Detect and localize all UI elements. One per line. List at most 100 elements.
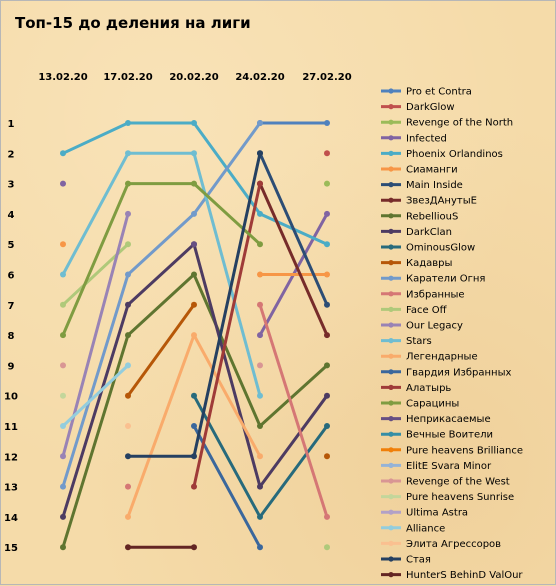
legend-entry: Кадавры bbox=[406, 258, 452, 269]
data-point bbox=[324, 423, 330, 429]
legend-marker bbox=[388, 306, 394, 312]
data-point bbox=[324, 332, 330, 339]
data-point bbox=[257, 180, 263, 187]
data-point bbox=[125, 301, 131, 308]
data-point bbox=[60, 180, 66, 187]
legend-entry: OminousGlow bbox=[406, 243, 475, 254]
data-point bbox=[125, 513, 131, 520]
legend-marker bbox=[388, 275, 394, 281]
legend-entry: Phoenix Orlandinos bbox=[406, 149, 503, 160]
data-point bbox=[60, 453, 66, 460]
data-point bbox=[257, 241, 263, 248]
x-tick-label: 27.02.20 bbox=[302, 72, 351, 83]
data-point bbox=[257, 453, 263, 460]
data-point bbox=[324, 453, 330, 460]
legend-entry: Infected bbox=[406, 133, 447, 144]
data-point bbox=[191, 483, 197, 490]
data-point bbox=[257, 120, 263, 126]
legend-marker bbox=[388, 135, 394, 141]
legend-entry: Ultima Astra bbox=[406, 508, 468, 519]
legend-entry: Неприкасаемые bbox=[406, 414, 491, 425]
legend-entry: DarkGlow bbox=[406, 102, 455, 113]
data-point bbox=[191, 332, 197, 339]
data-point bbox=[191, 120, 197, 126]
legend-entry: Stars bbox=[406, 336, 432, 347]
legend-marker bbox=[388, 119, 394, 125]
data-point bbox=[257, 332, 263, 339]
data-point bbox=[125, 271, 131, 278]
data-point bbox=[60, 483, 66, 490]
legend-entry: RebelliouS bbox=[406, 211, 458, 222]
data-point bbox=[125, 483, 131, 490]
legend-entry: Алатырь bbox=[406, 383, 451, 394]
legend-marker bbox=[388, 478, 394, 484]
y-tick-label: 12 bbox=[4, 452, 18, 463]
data-point bbox=[324, 271, 330, 278]
data-point bbox=[60, 362, 66, 369]
legend-entry: Our Legacy bbox=[406, 321, 463, 332]
data-point bbox=[125, 544, 131, 551]
y-tick-label: 11 bbox=[4, 422, 18, 433]
data-point bbox=[191, 271, 197, 278]
data-point bbox=[125, 150, 131, 157]
legend-marker bbox=[388, 416, 394, 422]
data-point bbox=[257, 150, 263, 157]
legend-marker bbox=[388, 322, 394, 328]
data-point bbox=[257, 423, 263, 429]
data-point bbox=[191, 150, 197, 157]
legend-entry: Pure heavens Brilliance bbox=[406, 445, 523, 456]
legend-marker bbox=[388, 494, 394, 500]
y-tick-label: 14 bbox=[4, 513, 18, 524]
legend-marker bbox=[388, 104, 394, 110]
data-point bbox=[324, 120, 330, 126]
data-point bbox=[60, 150, 66, 157]
y-tick-label: 6 bbox=[8, 271, 15, 282]
series-lines bbox=[61, 121, 329, 549]
y-tick-label: 3 bbox=[8, 180, 15, 191]
legend-marker bbox=[388, 182, 394, 188]
data-point bbox=[324, 241, 330, 248]
legend-marker bbox=[388, 572, 394, 578]
series-line bbox=[258, 303, 329, 519]
data-point bbox=[324, 150, 330, 157]
legend-marker bbox=[388, 260, 394, 266]
legend-marker bbox=[388, 150, 394, 156]
data-point bbox=[324, 513, 330, 520]
data-point bbox=[324, 210, 330, 217]
data-point bbox=[191, 423, 197, 429]
legend-entry: Сарацины bbox=[406, 399, 459, 410]
data-point bbox=[191, 453, 197, 460]
y-tick-label: 7 bbox=[8, 301, 15, 312]
data-point bbox=[191, 544, 197, 551]
data-point bbox=[60, 423, 66, 429]
legend-entry: HunterS BehinD ValOur bbox=[406, 570, 523, 581]
x-tick-label: 24.02.20 bbox=[235, 72, 284, 83]
data-point bbox=[125, 423, 131, 429]
legend-marker bbox=[388, 400, 394, 406]
legend-entry: Гвардия Избранных bbox=[406, 367, 511, 378]
legend-marker bbox=[388, 540, 394, 547]
series-line bbox=[192, 424, 262, 549]
data-point bbox=[324, 392, 330, 399]
data-point bbox=[125, 453, 131, 460]
data-point bbox=[257, 362, 263, 369]
data-point bbox=[60, 513, 66, 520]
data-point bbox=[125, 241, 131, 248]
legend-marker bbox=[388, 291, 394, 297]
data-point bbox=[125, 392, 131, 399]
y-tick-label: 5 bbox=[8, 240, 15, 251]
y-tick-label: 1 bbox=[8, 119, 15, 130]
legend-entry: Избранные bbox=[406, 289, 465, 300]
legend-marker bbox=[388, 213, 394, 219]
legend-entry: Revenge of the North bbox=[406, 118, 513, 129]
legend-marker bbox=[388, 88, 394, 94]
data-point bbox=[191, 180, 197, 187]
data-point bbox=[324, 180, 330, 187]
data-point bbox=[60, 271, 66, 278]
legend-marker bbox=[388, 353, 394, 359]
legend-marker bbox=[388, 556, 394, 562]
legend-marker bbox=[388, 369, 394, 375]
x-tick-label: 20.02.20 bbox=[169, 72, 218, 83]
legend-marker bbox=[388, 197, 394, 203]
